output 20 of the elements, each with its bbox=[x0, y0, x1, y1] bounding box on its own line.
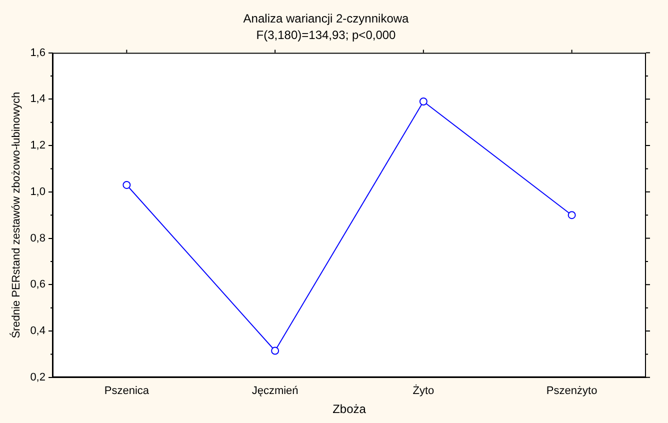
x-tick-label: Jęczmień bbox=[252, 385, 298, 398]
x-tick-label: Pszenżyto bbox=[546, 385, 598, 398]
x-tick-label: Pszenica bbox=[104, 385, 150, 398]
chart-subtitle: F(3,180)=134,93; p<0,000 bbox=[256, 28, 396, 42]
y-tick-label: 1,4 bbox=[30, 93, 46, 106]
y-tick-label: 1,6 bbox=[30, 46, 46, 59]
y-tick-label: 1,2 bbox=[30, 140, 46, 152]
y-tick-label: 0,8 bbox=[30, 232, 46, 244]
x-axis-title: Zboża bbox=[332, 402, 366, 416]
y-axis-title: Średnie PERstand zestawów zbożowo-łubinowych bbox=[10, 92, 23, 338]
point bbox=[568, 211, 576, 220]
y-tick-label: 0,6 bbox=[30, 278, 46, 291]
y-tick-label: 1,0 bbox=[30, 186, 46, 198]
y-tick-label: 0,4 bbox=[30, 325, 46, 338]
point bbox=[419, 97, 428, 106]
point bbox=[122, 180, 131, 189]
y-tick-label: 0,2 bbox=[30, 371, 46, 384]
x-tick-label: Żyto bbox=[412, 384, 434, 398]
point bbox=[271, 346, 280, 355]
chart-title: Analiza wariancji 2-czynnikowa bbox=[243, 12, 410, 26]
